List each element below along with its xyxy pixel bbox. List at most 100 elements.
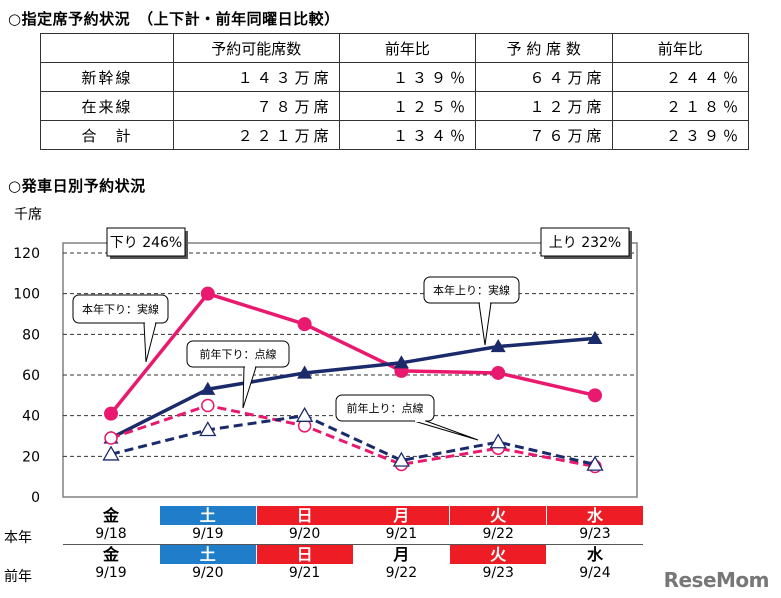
callout-previous-down-join — [245, 365, 255, 368]
callout-previous-down — [186, 340, 290, 368]
reserved-cell: １２万席 — [475, 91, 613, 121]
section1-title: ○指定席予約状況 （上下計・前年同曜日比較） — [8, 10, 340, 28]
table-header-row: 予約可能席数 前年比 予 約 席 数 前年比 — [40, 33, 749, 63]
table-row: 在来線 ７８万席 １２５％ １２万席 ２１８％ — [40, 91, 749, 121]
section2-title: ○発車日別予約状況 — [8, 177, 146, 195]
reservation-table: 予約可能席数 前年比 予 約 席 数 前年比 新幹線 １４３万席 １３９％ ６４… — [40, 33, 749, 150]
previous-date-cell: 9/20 — [192, 565, 224, 581]
callout-current-up-label: 本年上り：実線 — [433, 283, 510, 297]
point-marker — [586, 455, 604, 471]
y-tick-label: 0 — [31, 490, 40, 506]
box-down-label: 下り 246% — [110, 235, 182, 251]
y-tick-label: 100 — [13, 287, 40, 303]
current-date-cell: 9/23 — [579, 526, 611, 542]
current-date-cell: 9/22 — [482, 526, 514, 542]
capacity-yoy-cell: １３９％ — [338, 62, 477, 92]
previous-day-cell: 土 — [159, 545, 256, 564]
reserved-yoy-cell: ２１８％ — [611, 91, 749, 121]
row-label-current: 本年 — [4, 530, 32, 546]
previous-date-cell: 9/19 — [95, 565, 127, 581]
point-marker — [587, 330, 603, 345]
table-row: 新幹線 １４３万席 １３９％ ６４万席 ２４４％ — [40, 62, 749, 92]
y-axis-label: 千席 — [14, 207, 42, 223]
current-day-cell: 日 — [256, 506, 353, 525]
date-row-separator — [63, 544, 643, 545]
point-marker — [297, 365, 313, 379]
box-up — [540, 227, 630, 257]
previous-day-cell: 火 — [450, 545, 547, 564]
point-marker — [201, 398, 215, 413]
table-row: 合 計 ２２１万席 １３４％ ７６万席 ２３９％ — [40, 120, 749, 150]
callout-previous-up-pointer — [413, 420, 479, 441]
callout-current-down-pointer — [143, 322, 157, 363]
y-tick-label: 20 — [22, 449, 40, 465]
box-down — [106, 227, 186, 257]
callout-current-down-join — [145, 321, 155, 324]
reserved-yoy-cell: ２３９％ — [611, 120, 749, 150]
previous-date-cell: 9/24 — [579, 565, 611, 581]
point-marker — [200, 381, 216, 395]
previous-day-cell: 水 — [586, 545, 603, 564]
callout-previous-down-pointer — [242, 366, 257, 409]
series-line-1 — [110, 336, 596, 440]
row-label: 在来線 — [40, 91, 174, 121]
previous-date-cell: 9/23 — [482, 565, 514, 581]
point-marker — [297, 317, 312, 332]
y-tick-label: 120 — [13, 246, 40, 262]
row-label: 合 計 — [40, 120, 174, 150]
capacity-yoy-cell: １２５％ — [338, 91, 477, 121]
row-label: 新幹線 — [40, 62, 174, 92]
plot-area — [62, 242, 638, 498]
point-marker — [491, 365, 506, 380]
current-day-cell: 土 — [159, 506, 256, 525]
point-marker — [104, 431, 118, 445]
point-marker — [489, 433, 507, 449]
logo-text: ReseMom — [663, 568, 770, 592]
current-day-cell: 月 — [353, 506, 450, 525]
point-marker — [588, 388, 602, 403]
callout-current-down — [72, 294, 169, 324]
y-tick-label: 40 — [22, 409, 40, 425]
callout-previous-down-label: 前年下り：点線 — [200, 347, 277, 361]
series-line-2 — [110, 403, 596, 468]
point-marker — [104, 406, 118, 421]
current-date-cell: 9/21 — [385, 526, 418, 542]
point-marker — [392, 451, 411, 467]
callout-current-up — [423, 276, 520, 304]
callout-current-up-pointer — [478, 302, 492, 346]
callout-previous-up — [335, 394, 435, 422]
current-day-cell: 火 — [450, 506, 547, 525]
previous-day-cell: 月 — [393, 545, 410, 564]
resemom-logo: ReseMom — [663, 568, 770, 592]
y-tick-label: 60 — [22, 368, 40, 384]
point-marker — [490, 339, 506, 353]
point-marker — [393, 355, 409, 369]
reserved-cell: ６４万席 — [475, 62, 613, 92]
point-marker — [199, 421, 217, 437]
point-marker — [102, 445, 120, 461]
previous-date-cell: 9/22 — [385, 565, 418, 581]
previous-day-cell: 日 — [256, 545, 353, 564]
table-header-reserved-yoy: 前年比 — [611, 33, 749, 63]
current-date-cell: 9/19 — [192, 526, 224, 542]
previous-day-cell: 金 — [102, 545, 119, 564]
current-date-cell: 9/20 — [288, 526, 321, 542]
reserved-yoy-cell: ２４４％ — [611, 62, 749, 92]
series-line-0 — [109, 291, 596, 415]
callout-previous-up-join — [415, 419, 425, 422]
previous-date-cell: 9/21 — [288, 565, 321, 581]
reserved-cell: ７６万席 — [475, 120, 613, 150]
table-header-capacity: 予約可能席数 — [173, 33, 340, 63]
callout-current-up-join — [480, 301, 490, 304]
callout-previous-up-label: 前年上り：点線 — [347, 401, 424, 415]
point-marker — [200, 286, 215, 301]
table-header-empty — [40, 33, 174, 63]
series-line-3 — [110, 414, 596, 466]
current-day-cell: 金 — [102, 506, 119, 525]
y-tick-label: 80 — [22, 327, 40, 343]
capacity-cell: ２２１万席 — [173, 120, 340, 150]
point-marker — [295, 406, 314, 422]
row-label-previous: 前年 — [4, 569, 32, 585]
capacity-cell: ７８万席 — [173, 91, 340, 121]
